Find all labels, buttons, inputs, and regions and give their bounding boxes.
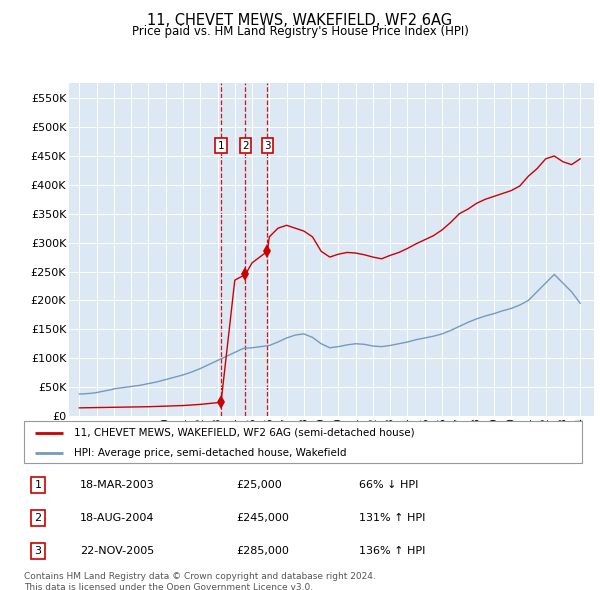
- Text: £25,000: £25,000: [236, 480, 282, 490]
- Text: £245,000: £245,000: [236, 513, 289, 523]
- Text: £285,000: £285,000: [236, 546, 289, 556]
- Text: 3: 3: [34, 546, 41, 556]
- FancyBboxPatch shape: [24, 421, 582, 463]
- Text: 2: 2: [34, 513, 41, 523]
- Text: HPI: Average price, semi-detached house, Wakefield: HPI: Average price, semi-detached house,…: [74, 448, 347, 457]
- Text: 131% ↑ HPI: 131% ↑ HPI: [359, 513, 425, 523]
- Text: Price paid vs. HM Land Registry's House Price Index (HPI): Price paid vs. HM Land Registry's House …: [131, 25, 469, 38]
- Text: 11, CHEVET MEWS, WAKEFIELD, WF2 6AG: 11, CHEVET MEWS, WAKEFIELD, WF2 6AG: [148, 13, 452, 28]
- Text: 22-NOV-2005: 22-NOV-2005: [80, 546, 154, 556]
- Text: 18-AUG-2004: 18-AUG-2004: [80, 513, 154, 523]
- Text: 11, CHEVET MEWS, WAKEFIELD, WF2 6AG (semi-detached house): 11, CHEVET MEWS, WAKEFIELD, WF2 6AG (sem…: [74, 428, 415, 438]
- Text: 66% ↓ HPI: 66% ↓ HPI: [359, 480, 418, 490]
- Text: 3: 3: [264, 140, 271, 150]
- Text: 136% ↑ HPI: 136% ↑ HPI: [359, 546, 425, 556]
- Text: 1: 1: [218, 140, 224, 150]
- Text: Contains HM Land Registry data © Crown copyright and database right 2024.
This d: Contains HM Land Registry data © Crown c…: [24, 572, 376, 590]
- Text: 1: 1: [34, 480, 41, 490]
- Text: 2: 2: [242, 140, 249, 150]
- Text: 18-MAR-2003: 18-MAR-2003: [80, 480, 155, 490]
